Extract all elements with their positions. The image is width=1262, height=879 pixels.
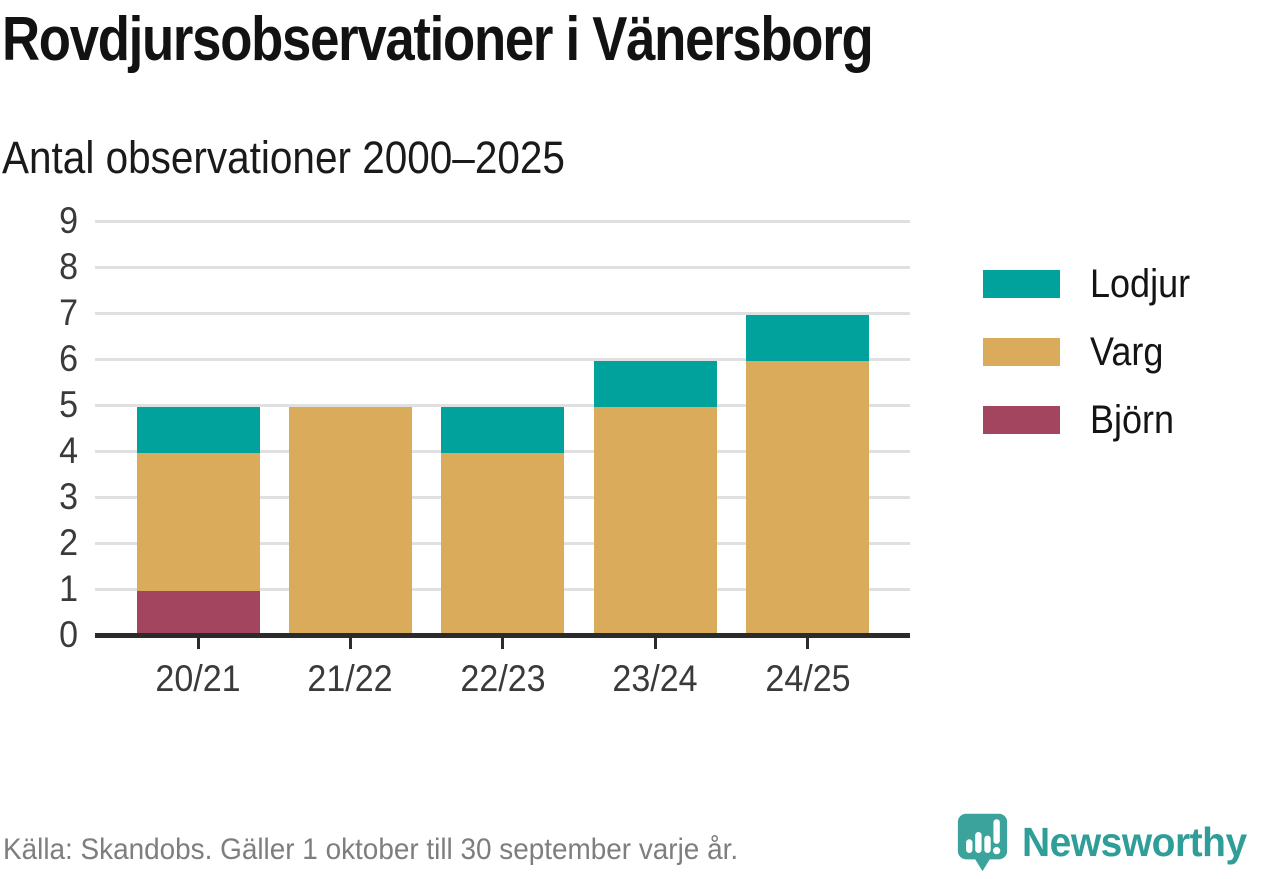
y-tick-label: 4	[59, 430, 78, 471]
x-axis-tick	[348, 638, 352, 649]
x-tick-label: 21/22	[307, 658, 393, 699]
newsworthy-wordmark: Newsworthy	[1021, 818, 1247, 865]
y-tick-label: 1	[59, 568, 78, 609]
x-axis-tick	[196, 638, 200, 649]
legend: Lodjur Varg Björn	[983, 264, 1201, 468]
bar-segment	[441, 453, 565, 637]
x-tick-label: 24/25	[765, 658, 851, 699]
legend-label: Björn	[1090, 398, 1175, 442]
x-axis-tick	[806, 638, 810, 649]
chart-subtitle: Antal observationer 2000–2025	[2, 132, 565, 183]
bar-segment	[136, 453, 260, 591]
legend-item: Björn	[983, 400, 1201, 440]
legend-swatch	[983, 338, 1060, 366]
y-tick-label: 9	[59, 200, 78, 241]
page-title: Rovdjursobservationer i Vänersborg	[2, 5, 874, 74]
y-tick-label: 8	[59, 246, 78, 287]
plot-area	[95, 220, 910, 637]
legend-label: Varg	[1090, 330, 1164, 374]
legend-item: Lodjur	[983, 264, 1201, 304]
y-tick-label: 2	[59, 522, 78, 563]
y-tick-label: 0	[59, 614, 78, 655]
newsworthy-pin-chart-icon	[955, 811, 1010, 873]
legend-item: Varg	[983, 332, 1201, 372]
bar-segment	[136, 591, 260, 637]
bar-segment	[746, 361, 870, 637]
grid-line	[95, 358, 910, 361]
source-note: Källa: Skandobs. Gäller 1 oktober till 3…	[3, 833, 739, 866]
legend-label: Lodjur	[1090, 262, 1191, 306]
bar-segment	[136, 407, 260, 453]
newsworthy-logo: Newsworthy	[955, 811, 1259, 873]
bar-segment	[441, 407, 565, 453]
x-tick-label: 20/21	[155, 658, 241, 699]
grid-line	[95, 404, 910, 407]
grid-line	[95, 312, 910, 315]
bar-segment	[593, 361, 717, 407]
x-tick-label: 23/24	[612, 658, 698, 699]
legend-swatch	[983, 406, 1060, 434]
bar-segment	[288, 407, 412, 637]
x-axis-line	[95, 633, 910, 638]
legend-swatch	[983, 270, 1060, 298]
y-tick-label: 7	[59, 292, 78, 333]
grid-line	[95, 266, 910, 269]
x-axis-tick	[501, 638, 505, 649]
y-tick-label: 6	[59, 338, 78, 379]
y-tick-label: 3	[59, 476, 78, 517]
x-tick-label: 22/23	[460, 658, 546, 699]
grid-line	[95, 220, 910, 223]
bar-segment	[746, 315, 870, 361]
x-axis-tick	[653, 638, 657, 649]
y-tick-label: 5	[59, 384, 78, 425]
bar-segment	[593, 407, 717, 637]
